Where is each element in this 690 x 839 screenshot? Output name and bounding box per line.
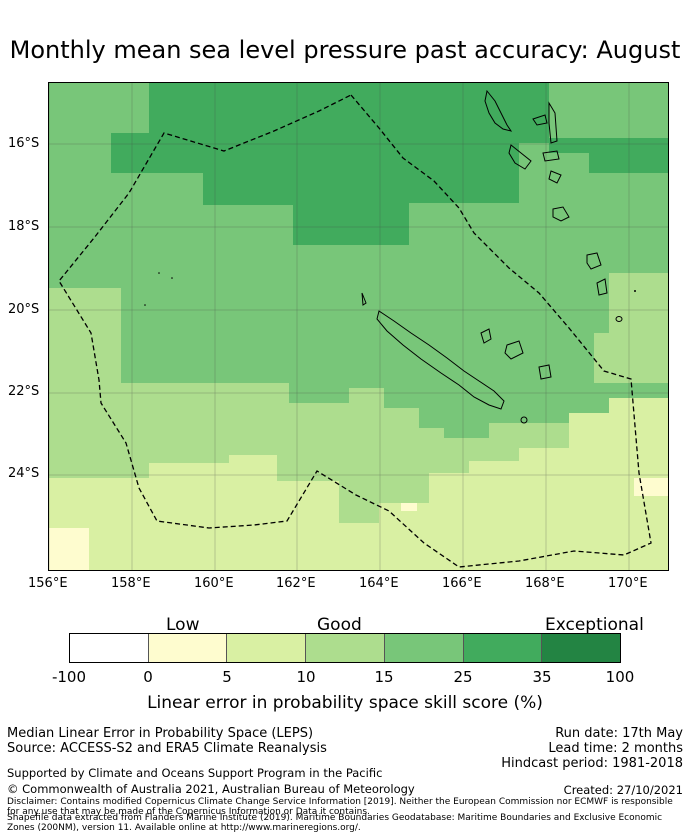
lon-label: 164°E (359, 576, 399, 591)
copyright-text: © Commonwealth of Australia 2021, Austra… (7, 782, 415, 796)
skill-region-very-good-north (111, 83, 549, 245)
colorbar-tick: 0 (143, 668, 153, 686)
colorbar-tick: 10 (296, 668, 316, 686)
loyalty-island (504, 340, 524, 360)
skill-region-very-good-northeast (549, 138, 668, 173)
colorbar-tick: 35 (532, 668, 552, 686)
colorbar-segment (70, 634, 149, 662)
colorbar-segment (148, 634, 228, 662)
lon-label: 160°E (194, 576, 234, 591)
skill-region-low-southeast (634, 478, 668, 496)
colorbar-label: Linear error in probability space skill … (147, 693, 543, 713)
map-canvas (49, 83, 668, 570)
eez-boundary (58, 94, 652, 568)
lon-label: 166°E (442, 576, 482, 591)
legend-category-low: Low (166, 615, 200, 635)
colorbar-tick: 100 (605, 668, 635, 686)
colorbar-segment (384, 634, 464, 662)
colorbar-segment (306, 634, 385, 662)
colorbar-tick: 25 (453, 668, 473, 686)
colorbar-tick: 15 (374, 668, 394, 686)
lon-label: 156°E (28, 576, 68, 591)
lead-time: Lead time: 2 months (548, 741, 683, 756)
shapefile-text: Shapefile data extracted from Flanders M… (7, 813, 663, 833)
metric-text: Median Linear Error in Probability Space… (7, 726, 314, 741)
loyalty-island (480, 328, 492, 344)
vanuatu-island (532, 114, 548, 126)
created-date: Created: 27/10/2021 (563, 783, 683, 797)
lon-label: 162°E (276, 576, 316, 591)
lon-label: 170°E (608, 576, 648, 591)
lon-label: 158°E (111, 576, 151, 591)
colorbar-segment (227, 634, 307, 662)
lat-label: 22°S (8, 384, 40, 399)
colorbar (69, 633, 621, 663)
lat-label: 18°S (8, 219, 40, 234)
colorbar-tick: -100 (51, 668, 87, 686)
map-title: Monthly mean sea level pressure past acc… (9, 36, 681, 64)
legend-category-exceptional: Exceptional (545, 615, 644, 635)
vanuatu-island (586, 252, 602, 270)
skill-region-moderate-east (594, 273, 668, 383)
legend-category-good: Good (317, 615, 362, 635)
vanuatu-island (508, 144, 532, 170)
vanuatu-island (552, 206, 570, 222)
lat-label: 16°S (8, 136, 40, 151)
support-text: Supported by Climate and Oceans Support … (7, 766, 383, 780)
disclaimer-text: Disclaimer: Contains modified Copernicus… (7, 797, 673, 817)
lat-label: 20°S (8, 302, 40, 317)
skill-region-moderate-west (49, 288, 121, 398)
vanuatu-island (548, 101, 558, 144)
hindcast-period: Hindcast period: 1981-2018 (501, 756, 683, 771)
new-caledonia-island (376, 310, 505, 410)
colorbar-segment (542, 634, 621, 662)
source-text: Source: ACCESS-S2 and ERA5 Climate Reana… (7, 741, 327, 756)
colorbar-tick: 5 (222, 668, 232, 686)
lon-label: 168°E (525, 576, 565, 591)
loyalty-island (538, 364, 552, 380)
colorbar-segment (463, 634, 543, 662)
skill-score-map (48, 82, 669, 571)
run-date: Run date: 17th May (555, 726, 683, 741)
lat-label: 24°S (8, 466, 40, 481)
graticule (49, 83, 668, 570)
skill-region-low-southwest (49, 528, 89, 570)
vanuatu-island (484, 89, 513, 132)
